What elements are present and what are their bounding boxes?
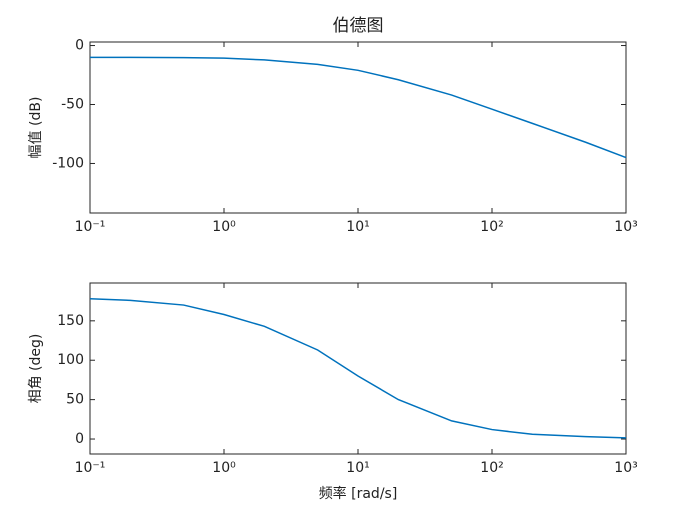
- x-tick-label: 10⁻¹: [75, 460, 106, 476]
- y-tick-label: 0: [75, 431, 84, 447]
- x-tick-label: 10³: [614, 219, 637, 235]
- x-tick-label: 10²: [480, 219, 503, 235]
- line-series: [89, 298, 627, 439]
- chart-title: 伯德图: [333, 16, 384, 36]
- x-tick-label: 10¹: [346, 460, 369, 476]
- x-tick-label: 10⁻¹: [75, 219, 106, 235]
- axes-frame: [89, 282, 627, 455]
- y-tick-label: 50: [66, 392, 84, 408]
- y-tick-label: 100: [57, 352, 84, 368]
- y-tick-label: -50: [61, 97, 84, 113]
- x-tick-label: 10³: [614, 460, 637, 476]
- y-tick-label: -100: [52, 155, 84, 171]
- y-axis-label: 相角 (deg): [28, 334, 44, 404]
- x-tick-label: 10²: [480, 460, 503, 476]
- y-tick-label: 150: [57, 313, 84, 329]
- x-tick-label: 10¹: [346, 219, 369, 235]
- x-tick-label: 10⁰: [212, 460, 236, 476]
- x-tick-label: 10⁰: [212, 219, 236, 235]
- y-axis-label: 幅值 (dB): [28, 97, 44, 159]
- x-axis-label: 频率 [rad/s]: [319, 485, 398, 502]
- line-series: [90, 56, 627, 159]
- y-tick-label: 0: [75, 38, 84, 54]
